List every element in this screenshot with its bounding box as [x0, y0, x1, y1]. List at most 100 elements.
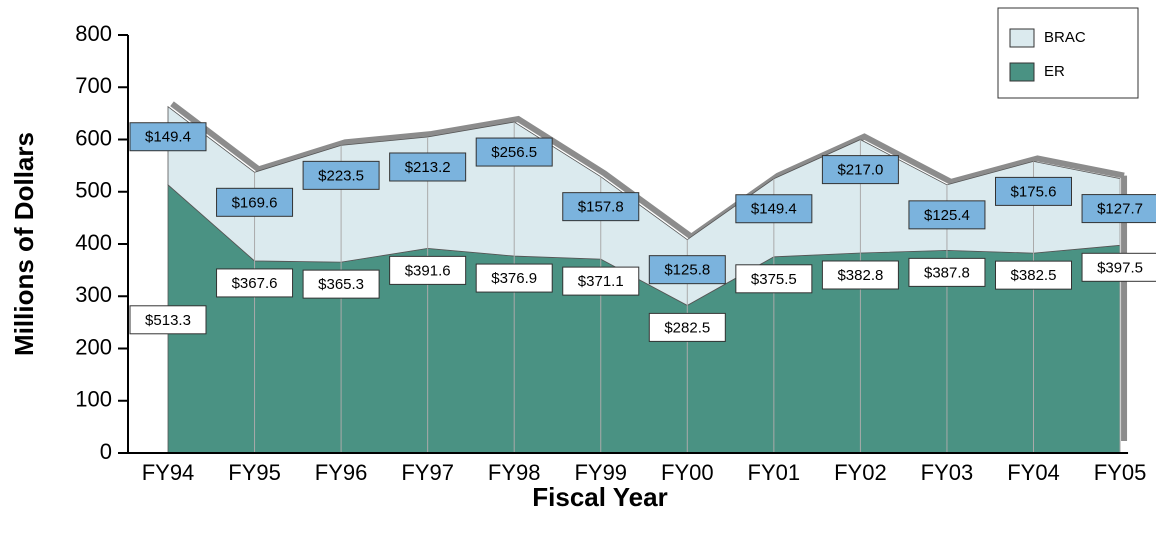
value-label: $127.7 [1081, 194, 1156, 224]
value-label: $371.1 [562, 266, 640, 296]
label-box [1081, 252, 1156, 282]
value-label-text: $169.6 [232, 194, 278, 211]
value-label-text: $375.5 [751, 271, 797, 288]
value-label: $217.0 [821, 155, 899, 185]
value-label-text: $397.5 [1097, 259, 1143, 276]
value-label: $125.8 [648, 255, 726, 285]
value-label-text: $282.5 [664, 319, 710, 336]
value-label: $365.3 [302, 269, 380, 299]
label-box [821, 155, 899, 185]
label-box [302, 269, 380, 299]
label-box [302, 160, 380, 190]
x-axis-title: Fiscal Year [532, 482, 667, 512]
legend-swatch [1009, 28, 1035, 48]
y-tick-label: 400 [75, 230, 112, 255]
value-label: $397.5 [1081, 252, 1156, 282]
value-label-text: $223.5 [318, 167, 364, 184]
value-label-text: $382.8 [837, 267, 883, 284]
label-box [389, 255, 467, 285]
legend-box [997, 7, 1139, 99]
value-label: $282.5 [648, 312, 726, 342]
label-box [821, 260, 899, 290]
value-label: $513.3 [129, 305, 207, 335]
y-tick-label: 100 [75, 387, 112, 412]
x-tick-label: FY98 [488, 460, 541, 485]
value-label-text: $149.4 [751, 201, 797, 218]
legend-label: ER [1044, 63, 1065, 80]
x-tick-label: FY96 [315, 460, 368, 485]
value-label-text: $376.9 [491, 270, 537, 287]
value-label: $149.4 [129, 122, 207, 152]
label-box [389, 152, 467, 182]
label-box [562, 192, 640, 222]
label-box [1081, 194, 1156, 224]
y-tick-label: 600 [75, 125, 112, 150]
label-box [216, 268, 294, 298]
value-label: $157.8 [562, 192, 640, 222]
value-label: $256.5 [475, 137, 553, 167]
y-tick-label: 200 [75, 334, 112, 359]
value-label-text: $513.3 [145, 312, 191, 329]
x-tick-label: FY04 [1007, 460, 1060, 485]
y-tick-label: 0 [100, 439, 112, 464]
x-tick-label: FY02 [834, 460, 887, 485]
x-tick-label: FY00 [661, 460, 714, 485]
value-label-text: $367.6 [232, 275, 278, 292]
label-box [475, 137, 553, 167]
value-label: $125.4 [908, 200, 986, 230]
value-label: $175.6 [995, 176, 1072, 206]
value-label-text: $175.6 [1011, 183, 1057, 200]
value-label-text: $217.0 [837, 162, 883, 179]
x-tick-label: FY01 [748, 460, 801, 485]
value-label: $382.8 [821, 260, 899, 290]
y-tick-label: 800 [75, 21, 112, 46]
top-shadow [170, 101, 1125, 241]
value-label-text: $125.8 [664, 262, 710, 279]
value-label: $223.5 [302, 160, 380, 190]
label-box [995, 176, 1072, 206]
label-box [216, 187, 294, 217]
y-tick-label: 500 [75, 178, 112, 203]
x-tick-label: FY95 [228, 460, 281, 485]
x-tick-label: FY97 [401, 460, 454, 485]
label-box [648, 255, 726, 285]
y-tick-label: 700 [75, 73, 112, 98]
x-tick-label: FY03 [921, 460, 974, 485]
label-box [129, 305, 207, 335]
value-label-text: $382.5 [1011, 267, 1057, 284]
label-box [129, 122, 207, 152]
label-box [735, 264, 813, 294]
x-tick-label: FY99 [574, 460, 627, 485]
x-tick-label: FY05 [1094, 460, 1147, 485]
value-label-text: $213.2 [405, 159, 451, 176]
value-label-text: $149.4 [145, 129, 191, 146]
label-box [908, 200, 986, 230]
value-label-text: $371.1 [578, 273, 624, 290]
label-box [995, 260, 1072, 290]
label-box [475, 263, 553, 293]
value-label: $376.9 [475, 263, 553, 293]
value-label: $169.6 [216, 187, 294, 217]
value-label-text: $256.5 [491, 144, 537, 161]
value-label-text: $157.8 [578, 199, 624, 216]
label-box [562, 266, 640, 296]
label-box [648, 312, 726, 342]
value-label: $382.5 [995, 260, 1072, 290]
label-box [908, 257, 986, 287]
value-label-text: $127.7 [1097, 201, 1143, 218]
value-label: $387.8 [908, 257, 986, 287]
value-label-text: $125.4 [924, 207, 970, 224]
value-label: $213.2 [389, 152, 467, 182]
value-label: $149.4 [735, 194, 813, 224]
x-tick-label: FY94 [142, 460, 195, 485]
label-box [735, 194, 813, 224]
legend-swatch [1009, 62, 1035, 82]
legend-label: BRAC [1044, 29, 1086, 46]
value-label: $391.6 [389, 255, 467, 285]
y-axis-title: Millions of Dollars [9, 132, 39, 356]
value-label-text: $365.3 [318, 276, 364, 293]
value-label: $367.6 [216, 268, 294, 298]
value-label-text: $387.8 [924, 264, 970, 281]
value-label: $375.5 [735, 264, 813, 294]
